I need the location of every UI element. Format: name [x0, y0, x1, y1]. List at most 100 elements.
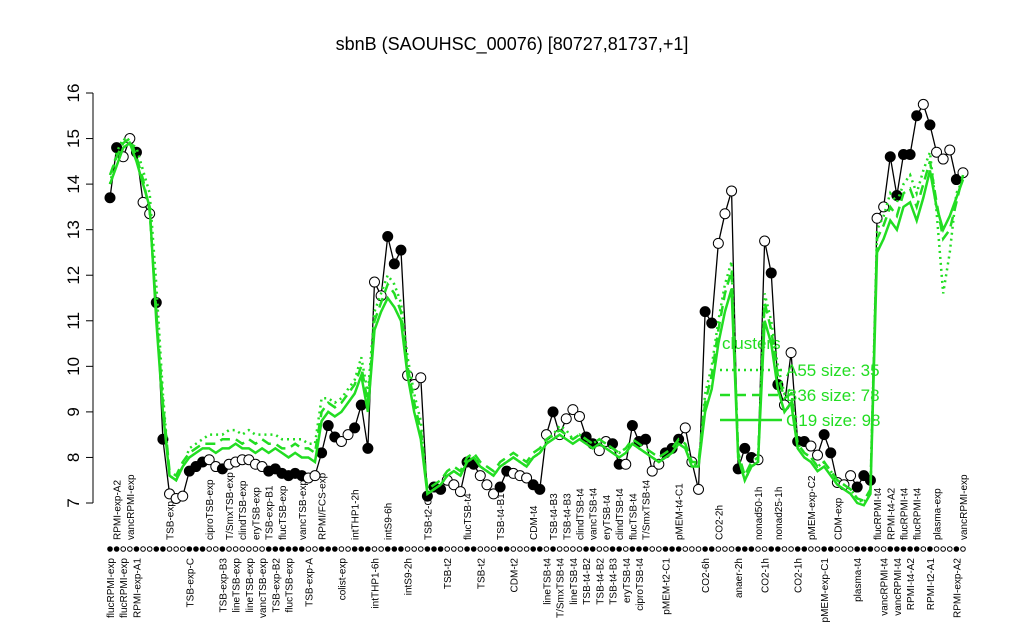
data-point — [845, 470, 857, 482]
cluster-line — [108, 136, 965, 505]
rug-point — [702, 546, 708, 552]
data-point — [335, 436, 347, 447]
data-point — [342, 429, 354, 441]
data-point — [349, 422, 361, 434]
rug-point — [808, 546, 814, 552]
rug-point — [768, 546, 775, 552]
y-tick-label: 15 — [64, 129, 83, 148]
x-tick-label: T/SmxTSB-t4 — [642, 480, 653, 540]
x-tick-label: TSB-exp-C — [185, 558, 196, 607]
x-tick-label: TSB-exp-B1 — [265, 485, 276, 540]
rug-point — [708, 546, 715, 552]
rug-point — [616, 546, 622, 552]
x-tick-label: flucRPMI-t4 — [899, 487, 910, 540]
x-tick-label: TSB-t4-B3 — [609, 558, 620, 605]
x-tick-label: plasma-exp — [933, 488, 944, 540]
rug-point — [517, 546, 523, 552]
x-tick-label: flucTSB-t4 — [628, 493, 639, 540]
x-tick-label: eryTSB-t4 — [622, 558, 633, 603]
x-tick-label: T/SmxTSB-exp — [225, 472, 236, 540]
rug-point — [384, 546, 391, 552]
data-point — [719, 208, 731, 220]
x-tick-label: eryTSB-exp — [251, 487, 262, 540]
rug-point — [576, 546, 583, 552]
data-point — [388, 258, 400, 270]
rug-point — [404, 546, 411, 552]
x-tick-label: intS9-6h — [384, 503, 395, 540]
rug-point — [788, 546, 794, 552]
rug-point — [127, 546, 133, 552]
rug-point — [960, 546, 966, 552]
x-tick-label: pMEM-t4-C1 — [675, 483, 686, 540]
x-tick-label: RPMI-t4-A2 — [906, 558, 917, 611]
legend-title: clusters — [722, 334, 781, 353]
rug-point — [867, 546, 874, 552]
rug-point — [622, 546, 629, 552]
legend-label: B36 size: 78 — [786, 386, 880, 405]
chart-title: sbnB (SAOUHSC_00076) [80727,81737,+1] — [336, 34, 689, 55]
rug-point — [629, 546, 636, 552]
rug-point — [470, 546, 477, 552]
rug-point — [351, 546, 358, 552]
rug-point — [199, 546, 206, 552]
x-tick-label: plasma-t4 — [853, 558, 864, 602]
rug-point — [232, 546, 239, 552]
data-point — [759, 235, 771, 247]
rug-point — [946, 546, 953, 552]
data-point — [640, 433, 652, 445]
x-tick-label: vancTSB-exp — [298, 480, 309, 540]
x-tick-label: intTHP1-2h — [351, 489, 362, 540]
data-point — [931, 146, 943, 158]
data-point — [679, 422, 691, 434]
rug-point — [378, 546, 384, 552]
x-tick-label: RPMI-exp-A2 — [113, 480, 124, 540]
rug-point — [285, 546, 292, 552]
data-point — [448, 479, 460, 491]
rug-point — [239, 546, 246, 552]
data-point — [706, 317, 718, 329]
data-point — [454, 486, 466, 498]
rug-point — [365, 546, 371, 552]
rug-point — [603, 546, 609, 552]
rug-point — [715, 546, 722, 552]
data-point — [474, 470, 486, 482]
x-tick-label: flucRPMI-t4 — [913, 487, 924, 540]
y-tick-label: 9 — [64, 407, 83, 416]
data-point — [911, 110, 923, 122]
rug-point — [523, 546, 530, 552]
rug-point — [173, 546, 179, 552]
rug-point — [417, 546, 424, 552]
rug-point — [656, 546, 662, 552]
x-tick-label: clindTSB-exp — [238, 480, 249, 540]
rug-point — [761, 546, 768, 552]
x-tick-label: lineTSB-t4 — [542, 558, 553, 605]
data-point — [726, 185, 738, 197]
x-tick-label: vancRPMI-exp — [126, 474, 137, 540]
rug-point — [497, 546, 503, 552]
y-tick-label: 10 — [64, 357, 83, 376]
rug-point — [596, 546, 603, 552]
x-tick-label: TSB-t2 — [476, 558, 487, 590]
x-tick-label: lineTSB-exp — [245, 558, 256, 613]
rug-point — [431, 546, 437, 552]
y-tick-label: 8 — [64, 453, 83, 462]
rug-point — [728, 546, 735, 552]
rug-point — [642, 546, 649, 552]
data-point — [560, 413, 572, 425]
x-tick-label: intS9-2h — [404, 558, 415, 595]
rug-point — [120, 546, 127, 552]
rug-point — [695, 546, 702, 552]
rug-point — [146, 546, 153, 552]
rug-point — [107, 546, 113, 552]
x-tick-label: vancTSB-exp — [258, 558, 269, 618]
rug-point — [880, 546, 887, 552]
data-point — [567, 404, 579, 416]
rug-point — [206, 546, 212, 552]
x-tick-label: CO2-1h — [761, 558, 772, 593]
data-point — [521, 472, 533, 484]
rug-point — [484, 546, 490, 552]
data-point — [699, 306, 711, 318]
x-tick-label: CO2-6h — [701, 558, 712, 593]
rug-point — [801, 546, 808, 552]
